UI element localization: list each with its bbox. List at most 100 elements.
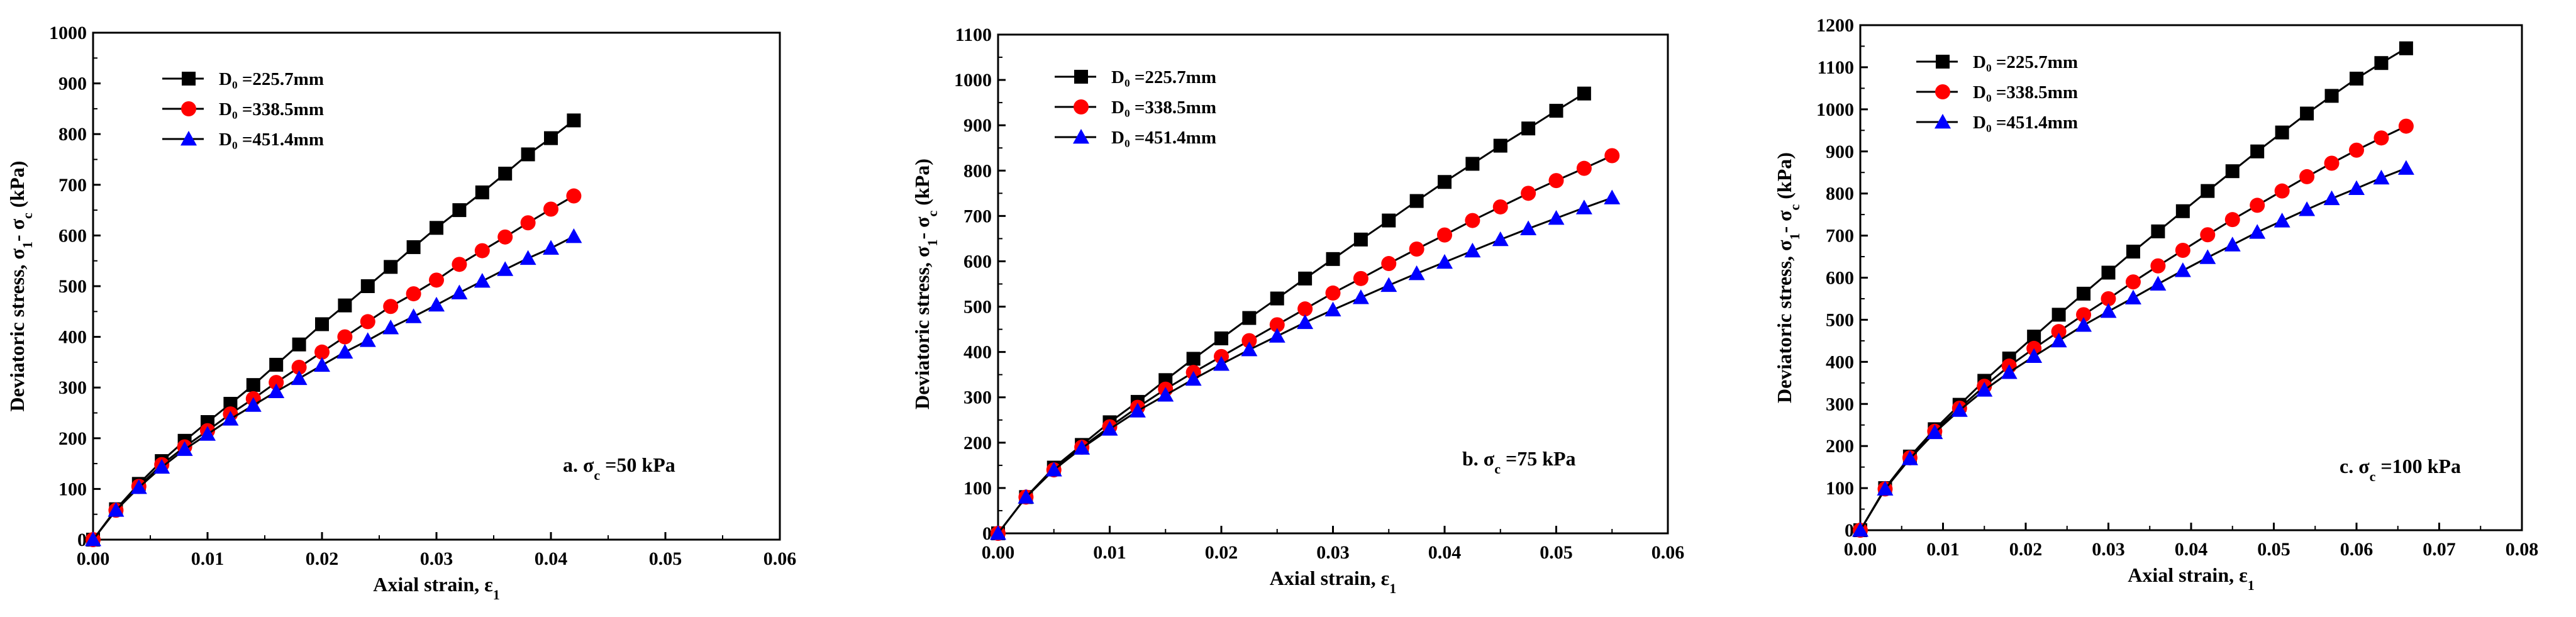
data-point — [291, 370, 308, 386]
y-tick-label: 0 — [982, 523, 992, 544]
data-point — [1408, 265, 1425, 281]
data-point — [406, 286, 421, 302]
x-tick-label: 0.00 — [982, 542, 1015, 563]
data-point — [2076, 307, 2092, 323]
data-point — [2125, 274, 2141, 290]
x-tick-label: 0.03 — [2092, 539, 2125, 560]
data-point — [2273, 213, 2290, 228]
data-point — [1129, 403, 1146, 418]
data-point — [269, 357, 284, 372]
series-line — [997, 155, 1613, 534]
y-tick-label: 1000 — [954, 70, 992, 91]
data-point — [2399, 41, 2413, 55]
data-point — [1298, 271, 1313, 286]
y-tick-label: 500 — [1826, 309, 1854, 330]
y-tick-label: 900 — [963, 115, 992, 136]
data-point — [1852, 522, 1868, 537]
data-point — [384, 260, 398, 274]
x-tick-label: 0.08 — [2506, 539, 2539, 560]
series-2 — [1853, 118, 2414, 538]
data-point — [1438, 175, 1452, 189]
data-point — [2201, 184, 2215, 198]
data-point — [2250, 197, 2265, 213]
data-point — [314, 357, 330, 372]
data-point — [1213, 356, 1230, 371]
series-1 — [86, 113, 581, 547]
data-point — [990, 525, 1006, 540]
data-point — [1521, 186, 1536, 201]
data-point — [291, 359, 307, 375]
data-point — [2324, 155, 2340, 171]
x-tick-label: 0.03 — [420, 548, 453, 569]
data-point — [2224, 236, 2241, 252]
data-point — [2075, 317, 2092, 332]
data-point — [1157, 387, 1174, 402]
y-tick-label: 700 — [1826, 226, 1854, 247]
data-point — [2225, 164, 2240, 179]
legend-marker — [1073, 129, 1089, 144]
legend-marker — [180, 131, 197, 146]
data-point — [1436, 253, 1453, 269]
data-point — [2274, 183, 2290, 199]
data-point — [1520, 220, 1537, 235]
y-tick-label: 600 — [963, 251, 992, 272]
x-tick-label: 0.04 — [1428, 542, 1462, 563]
y-tick-label: 1000 — [49, 23, 87, 43]
data-point — [1926, 424, 1943, 440]
legend-marker — [182, 72, 196, 86]
data-point — [2199, 249, 2216, 264]
data-point — [2350, 71, 2363, 86]
data-point — [2050, 332, 2067, 348]
data-point — [544, 131, 558, 145]
data-point — [383, 299, 399, 314]
x-tick-label: 0.06 — [2340, 539, 2373, 560]
data-point — [2250, 144, 2265, 158]
x-axis-label: Axial strain, ε1 — [373, 573, 500, 603]
data-point — [497, 261, 514, 276]
data-point — [1604, 148, 1620, 164]
data-point — [337, 329, 353, 345]
y-axis-label: Deviatoric stress, σ1- σc (kPa) — [911, 158, 940, 409]
series-3 — [85, 228, 582, 547]
y-tick-label: 600 — [58, 225, 87, 246]
data-point — [1325, 285, 1341, 301]
x-tick-label: 0.05 — [2257, 539, 2290, 560]
data-point — [475, 185, 489, 199]
x-tick-label: 0.01 — [1093, 542, 1126, 563]
series-1 — [991, 86, 1591, 540]
y-tick-label: 1100 — [955, 25, 992, 45]
y-tick-label: 800 — [963, 160, 992, 181]
y-tick-label: 300 — [58, 377, 87, 398]
data-point — [2324, 89, 2339, 103]
y-tick-label: 300 — [1826, 394, 1854, 414]
data-point — [1521, 121, 1536, 136]
data-point — [565, 228, 582, 243]
data-point — [1214, 331, 1228, 346]
legend: D₀ =225.7mm D₀ =338.5mm D₀ =451.4mm — [162, 69, 324, 150]
data-point — [1353, 232, 1368, 247]
data-point — [2299, 169, 2315, 184]
data-point — [1577, 86, 1591, 101]
legend-label: D₀ =451.4mm — [1973, 113, 2078, 133]
series-2 — [86, 188, 582, 547]
data-point — [430, 221, 443, 235]
data-point — [199, 426, 216, 441]
data-point — [315, 317, 329, 331]
x-axis-label: Axial strain, ε1 — [2128, 564, 2255, 593]
legend: D₀ =225.7mm D₀ =338.5mm D₀ =451.4mm — [1916, 52, 2078, 133]
chart-panel-1: 0.00 0.01 0.02 0.03 0.04 0.05 0.06 0 100 200 300 40… — [6, 23, 796, 603]
data-point — [153, 459, 170, 474]
data-point — [1326, 252, 1340, 266]
legend-label: D₀ =338.5mm — [1111, 97, 1216, 118]
data-point — [1493, 138, 1507, 153]
data-point — [1549, 104, 1563, 118]
panel-annotation: b. σc =75 kPa — [1462, 447, 1576, 477]
data-point — [452, 203, 467, 218]
data-point — [268, 383, 285, 399]
data-point — [1324, 301, 1341, 316]
data-point — [497, 229, 513, 245]
data-point — [2200, 227, 2216, 243]
data-point — [2100, 303, 2117, 318]
y-tick-label: 1100 — [1818, 57, 1854, 78]
x-tick-label: 0.06 — [763, 548, 797, 569]
